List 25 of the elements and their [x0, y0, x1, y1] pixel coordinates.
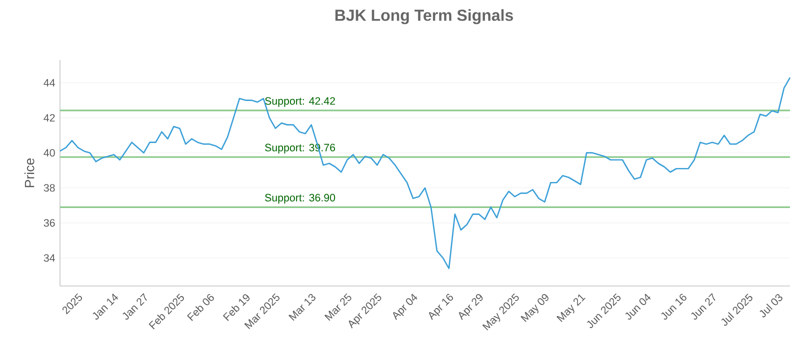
ref-line-label: Support: 36.90: [265, 194, 336, 204]
y-tick-label: 40: [44, 149, 55, 157]
x-tick-label: Jun 16: [661, 294, 686, 320]
x-tick-label: Jun 27: [691, 293, 716, 320]
x-tick-label: Jun 04: [625, 294, 651, 320]
x-tick-label: Jan 27: [122, 293, 147, 320]
y-tick-label: 38: [44, 184, 55, 192]
chart-title: BJK Long Term Signals: [335, 9, 513, 24]
x-tick-label: Mar 25: [324, 293, 352, 321]
x-tick-label: Jan 14: [92, 294, 118, 320]
x-tick-label: Feb 06: [187, 294, 214, 321]
x-tick-label: Feb 19: [222, 294, 250, 321]
y-tick-label: 44: [44, 79, 55, 86]
y-tick-label: 36: [44, 219, 55, 227]
x-tick-label: Apr 04: [393, 294, 418, 320]
y-tick-label: 42: [44, 114, 55, 122]
y-tick-label: 34: [44, 254, 55, 262]
ref-line-label: Support: 42.42: [265, 97, 335, 107]
y-axis-title: Price: [24, 158, 34, 188]
x-tick-label: Mar 13: [288, 294, 316, 321]
x-tick-label: Apr 16: [428, 294, 454, 320]
x-tick-label: Jul 03: [760, 294, 782, 318]
x-tick-label: May 09: [520, 294, 548, 322]
x-tick-label: May 21: [556, 294, 586, 322]
x-tick-label: Apr 29: [458, 294, 483, 320]
